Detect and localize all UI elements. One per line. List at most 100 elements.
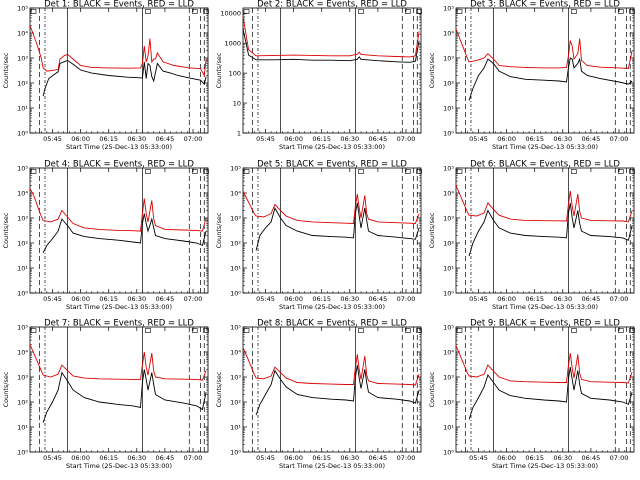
events-series-line — [255, 202, 420, 251]
y-tick-label: 10⁰ — [443, 129, 454, 137]
x-tick-label: 07:00 — [397, 454, 416, 462]
interval-marker — [30, 9, 37, 14]
interval-marker — [358, 169, 364, 174]
y-axis-label: Counts/sec — [428, 52, 436, 88]
y-tick-label: 10⁵ — [17, 323, 28, 331]
panel-det-5: Det 5: BLACK = Events, RED = LLD 10⁰ 10¹ 10… — [215, 160, 422, 311]
lld-series-line — [242, 190, 420, 224]
x-tick-label: 06:30 — [127, 454, 146, 462]
x-tick-label: 05:45 — [469, 135, 488, 143]
interval-marker — [404, 169, 411, 174]
y-tick-label: 10² — [230, 398, 241, 406]
x-tick-label: 06:30 — [340, 135, 359, 143]
lld-series-line — [29, 25, 207, 77]
x-tick-label: 07:00 — [397, 135, 416, 143]
x-tick-label: 06:15 — [99, 135, 118, 143]
y-tick-label: 10⁴ — [443, 29, 454, 37]
y-tick-label: 10⁴ — [17, 29, 28, 37]
interval-marker — [629, 328, 635, 333]
x-tick-label: 07:00 — [610, 454, 629, 462]
y-tick-label: 10⁴ — [230, 348, 241, 356]
x-axis-label: Start Time (25-Dec-13 05:33:00) — [492, 143, 598, 151]
interval-marker — [404, 328, 411, 333]
x-axis-label: Start Time (25-Dec-13 05:33:00) — [279, 462, 385, 470]
interval-marker — [191, 169, 198, 174]
y-tick-label: 10⁰ — [230, 289, 241, 297]
lld-series-line — [29, 344, 207, 381]
interval-marker — [145, 328, 151, 333]
y-tick-label: 10⁴ — [443, 348, 454, 356]
y-tick-label: 10² — [17, 79, 28, 87]
interval-marker — [416, 328, 422, 333]
y-tick-label: 10⁵ — [230, 164, 241, 172]
x-tick-label: 06:00 — [497, 135, 516, 143]
y-tick-label: 10⁴ — [17, 348, 28, 356]
y-tick-label: 10⁰ — [230, 448, 241, 456]
interval-marker — [30, 169, 37, 174]
x-tick-label: 06:45 — [369, 295, 388, 303]
x-tick-label: 06:15 — [312, 295, 331, 303]
x-tick-label: 06:00 — [284, 135, 303, 143]
interval-marker — [571, 328, 577, 333]
x-tick-label: 05:45 — [256, 454, 275, 462]
y-axis-label: Counts/sec — [2, 52, 10, 88]
x-tick-label: 07:00 — [184, 135, 203, 143]
events-series-line — [255, 365, 420, 416]
x-axis-label: Start Time (25-Dec-13 05:33:00) — [66, 303, 172, 311]
x-tick-label: 06:30 — [127, 135, 146, 143]
x-axis-label: Start Time (25-Dec-13 05:33:00) — [279, 143, 385, 151]
x-tick-label: 06:45 — [369, 135, 388, 143]
y-tick-label: 10⁰ — [17, 289, 28, 297]
y-tick-label: 10¹ — [230, 423, 241, 431]
y-tick-label: 10⁵ — [17, 4, 28, 12]
x-tick-label: 06:15 — [99, 295, 118, 303]
interval-marker — [358, 9, 364, 14]
plot-frame — [455, 7, 635, 134]
x-tick-label: 06:15 — [525, 295, 544, 303]
y-tick-label: 10 — [233, 99, 241, 107]
interval-marker — [571, 9, 577, 14]
interval-marker — [145, 9, 151, 14]
panel-det-8: Det 8: BLACK = Events, RED = LLD 10⁰ 10¹ 10… — [215, 319, 422, 470]
x-tick-label: 05:45 — [256, 135, 275, 143]
panel-title: Det 6: BLACK = Events, RED = LLD — [470, 160, 620, 170]
interval-marker — [571, 169, 577, 174]
interval-marker — [617, 169, 624, 174]
y-axis-label: Counts/sec — [2, 212, 10, 248]
panel-det-4: Det 4: BLACK = Events, RED = LLD 10⁰ 10¹ 10… — [2, 160, 209, 311]
plot-frame — [242, 167, 422, 294]
x-tick-label: 06:00 — [71, 295, 90, 303]
x-tick-label: 05:45 — [256, 295, 275, 303]
x-tick-label: 06:30 — [340, 295, 359, 303]
y-axis-label: Counts/sec — [2, 371, 10, 407]
lld-series-line — [455, 345, 633, 384]
x-tick-label: 06:00 — [71, 135, 90, 143]
events-series-line — [42, 59, 207, 97]
y-tick-label: 10² — [17, 398, 28, 406]
panel-title: Det 5: BLACK = Events, RED = LLD — [257, 160, 407, 170]
x-tick-label: 06:45 — [582, 454, 601, 462]
y-tick-label: 10⁵ — [443, 4, 454, 12]
interval-marker — [191, 9, 198, 14]
y-tick-label: 10² — [17, 239, 28, 247]
interval-marker — [243, 328, 250, 333]
y-axis-label: Counts/sec — [215, 371, 223, 407]
panel-title: Det 2: BLACK = Events, RED = LLD — [257, 0, 407, 10]
x-axis-label: Start Time (25-Dec-13 05:33:00) — [279, 303, 385, 311]
x-tick-label: 06:45 — [156, 295, 175, 303]
interval-marker — [243, 9, 250, 14]
plot-frame — [242, 7, 422, 134]
panel-det-1: Det 1: BLACK = Events, RED = LLD 10⁰ 10¹ 10… — [2, 0, 209, 151]
events-series-line — [468, 367, 633, 420]
y-tick-label: 10¹ — [443, 423, 454, 431]
x-axis-label: Start Time (25-Dec-13 05:33:00) — [492, 462, 598, 470]
lld-series-line — [455, 28, 633, 69]
y-tick-label: 10³ — [230, 373, 241, 381]
interval-marker — [404, 9, 411, 14]
plot-frame — [242, 326, 422, 453]
y-tick-label: 10⁰ — [443, 289, 454, 297]
y-tick-label: 10¹ — [17, 264, 28, 272]
x-tick-label: 06:15 — [312, 454, 331, 462]
interval-marker — [203, 169, 209, 174]
panel-det-9: Det 9: BLACK = Events, RED = LLD 10⁰ 10¹ 10… — [428, 319, 635, 470]
